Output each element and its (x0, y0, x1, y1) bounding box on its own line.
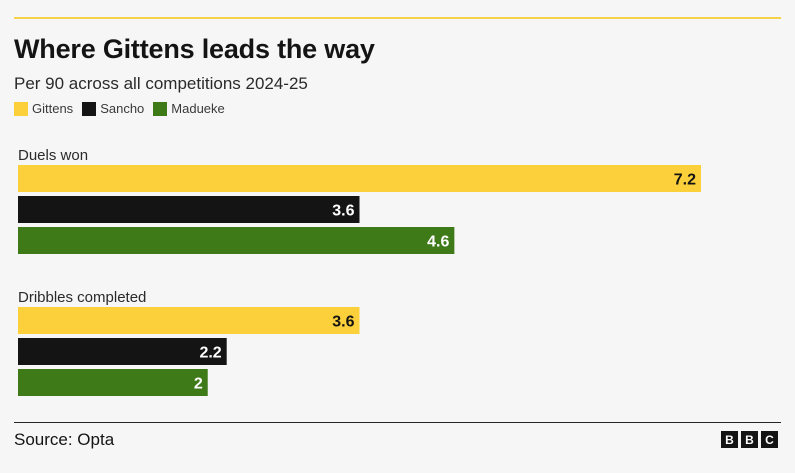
source-note: Source: Opta (14, 430, 115, 449)
legend-item-gittens: Gittens (14, 101, 73, 116)
bar-value-label: 7.2 (674, 172, 696, 189)
bar-value-label: 3.6 (332, 314, 354, 331)
category-label: Dribbles completed (18, 289, 146, 306)
bbc-logo-block: C (761, 431, 778, 448)
legend-swatch (82, 101, 97, 116)
bar-gittens (18, 307, 360, 334)
legend-label: Madueke (171, 101, 225, 116)
bar-sancho (18, 338, 227, 365)
bar-value-label: 4.6 (427, 234, 449, 251)
legend-swatch (14, 101, 28, 116)
legend: Gittens Sancho Madueke (14, 101, 234, 116)
bbc-logo-block: B (721, 431, 738, 448)
legend-item-madueke: Madueke (153, 101, 225, 116)
bar-value-label: 2 (194, 376, 203, 393)
legend-label: Sancho (100, 101, 145, 116)
legend-swatch (153, 101, 168, 116)
bar-value-label: 3.6 (332, 203, 354, 220)
chart-subtitle: Per 90 across all competitions 2024-25 (14, 74, 308, 93)
legend-item-sancho: Sancho (82, 101, 144, 116)
category-label: Duels won (18, 147, 88, 164)
legend-label: Gittens (32, 101, 74, 116)
chart-title: Where Gittens leads the way (14, 34, 375, 64)
bar-sancho (18, 196, 360, 223)
bar-madueke (18, 369, 208, 396)
bbc-logo-block: B (741, 431, 758, 448)
top-rule (14, 17, 781, 19)
bar-value-label: 2.2 (199, 345, 221, 362)
bottom-rule (14, 422, 781, 423)
bar-madueke (18, 227, 455, 254)
bar-gittens (18, 165, 701, 192)
